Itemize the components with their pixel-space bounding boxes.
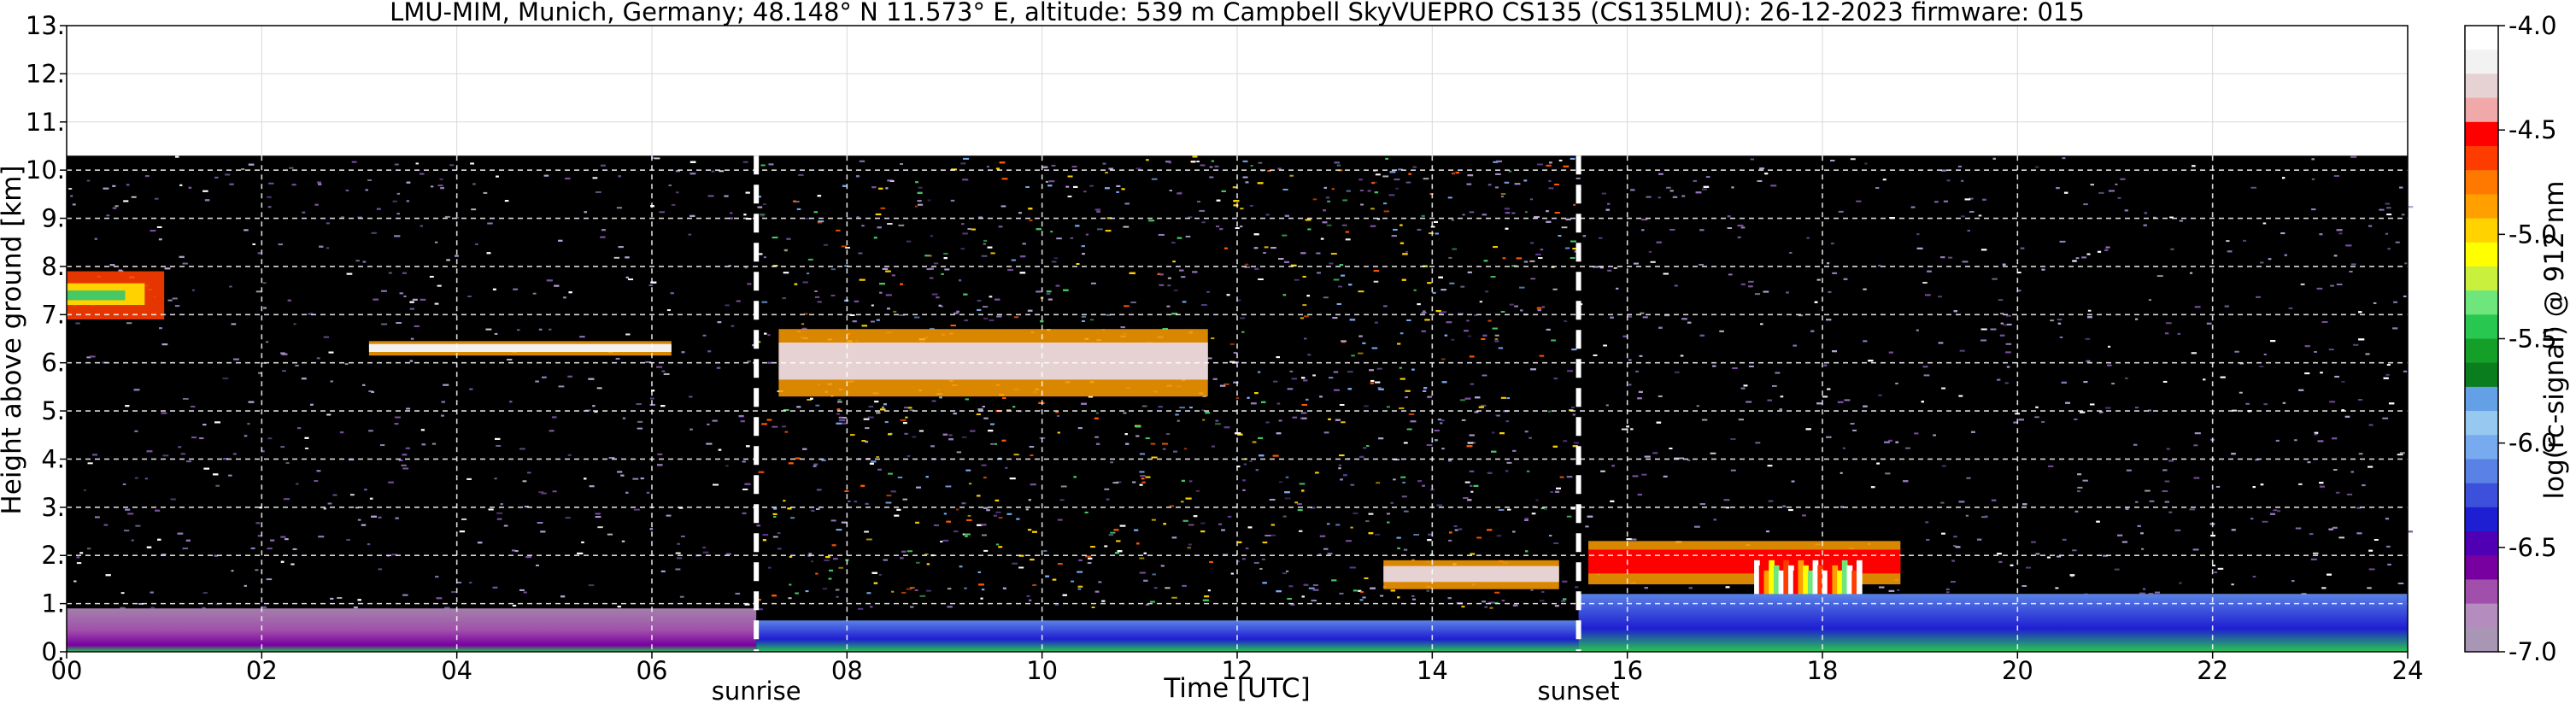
cloud-layer-feature [778, 329, 1207, 396]
y-tick-label: 3. [41, 493, 65, 522]
x-tick-label: 20 [2002, 656, 2033, 685]
x-tick-label: 14 [1417, 656, 1448, 685]
sunset-label: sunset [1537, 677, 1619, 706]
x-axis-label: Time [UTC] [1163, 673, 1310, 704]
colorbar-swatch [2465, 531, 2498, 556]
colorbar-swatch [2465, 579, 2498, 604]
x-tick-label: 06 [637, 656, 668, 685]
y-tick-label: 0. [41, 637, 65, 666]
colorbar-swatch [2465, 387, 2498, 412]
y-tick-label: 12. [26, 59, 65, 88]
colorbar-swatch [2465, 555, 2498, 580]
cloud-layer-feature [1383, 560, 1559, 589]
y-tick-label: 2. [41, 541, 65, 570]
colorbar-swatch [2465, 194, 2498, 219]
colorbar-swatch [2465, 122, 2498, 147]
heatmap-layer [67, 155, 2413, 652]
colorbar-swatch [2465, 267, 2498, 291]
colorbar-swatch [2465, 98, 2498, 123]
y-tick-label: 6. [41, 349, 65, 378]
x-tick-label: 10 [1026, 656, 1058, 685]
colorbar-tick-label: -4.0 [2509, 11, 2557, 40]
y-tick-label: 9. [41, 204, 65, 233]
y-tick-label: 8. [41, 252, 65, 281]
x-tick-label: 22 [2197, 656, 2228, 685]
cloud-layer-feature [369, 341, 672, 355]
colorbar-swatch [2465, 146, 2498, 171]
x-tick-label: 24 [2392, 656, 2424, 685]
boundary-layer [67, 608, 756, 652]
chart-title: LMU-MIM, Munich, Germany; 48.148° N 11.5… [390, 0, 2085, 26]
boundary-layer [756, 620, 1578, 652]
x-tick-label: 02 [246, 656, 278, 685]
y-tick-label: 11. [26, 108, 65, 137]
colorbar-swatch [2465, 435, 2498, 460]
x-tick-label: 08 [831, 656, 863, 685]
colorbar-swatch [2465, 604, 2498, 629]
colorbar-swatch [2465, 26, 2498, 50]
colorbar-swatch [2465, 170, 2498, 195]
y-axis-label: Height above ground [km] [0, 165, 27, 514]
colorbar-swatch [2465, 628, 2498, 653]
y-tick-label: 7. [41, 300, 65, 329]
y-tick-label: 4. [41, 444, 65, 473]
colorbar-tick-label: -7.0 [2509, 637, 2557, 666]
boundary-layer [1579, 594, 2408, 652]
colorbar-swatch [2465, 290, 2498, 315]
colorbar-swatch [2465, 243, 2498, 267]
y-tick-label: 13. [26, 11, 65, 40]
y-tick-label: 5. [41, 396, 65, 425]
sunrise-label: sunrise [712, 677, 801, 706]
colorbar-swatch [2465, 73, 2498, 98]
colorbar-swatch [2465, 363, 2498, 388]
colorbar-label: log(rc-signal) @ 912 nm [2539, 180, 2570, 499]
colorbar-swatch [2465, 339, 2498, 364]
colorbar-swatch [2465, 483, 2498, 508]
x-tick-label: 18 [1807, 656, 1839, 685]
y-tick-label: 10. [26, 155, 65, 185]
colorbar-swatch [2465, 314, 2498, 339]
colorbar-tick-label: -6.5 [2509, 533, 2557, 562]
cirrus-feature [67, 272, 164, 319]
x-tick-label: 16 [1611, 656, 1643, 685]
colorbar-swatch [2465, 459, 2498, 483]
colorbar-swatch [2465, 50, 2498, 74]
colorbar-tick-label: -4.5 [2509, 115, 2557, 144]
x-tick-label: 04 [441, 656, 472, 685]
y-tick-label: 1. [41, 589, 65, 618]
colorbar-swatch [2465, 411, 2498, 436]
colorbar-swatch [2465, 507, 2498, 532]
colorbar-swatch [2465, 219, 2498, 243]
